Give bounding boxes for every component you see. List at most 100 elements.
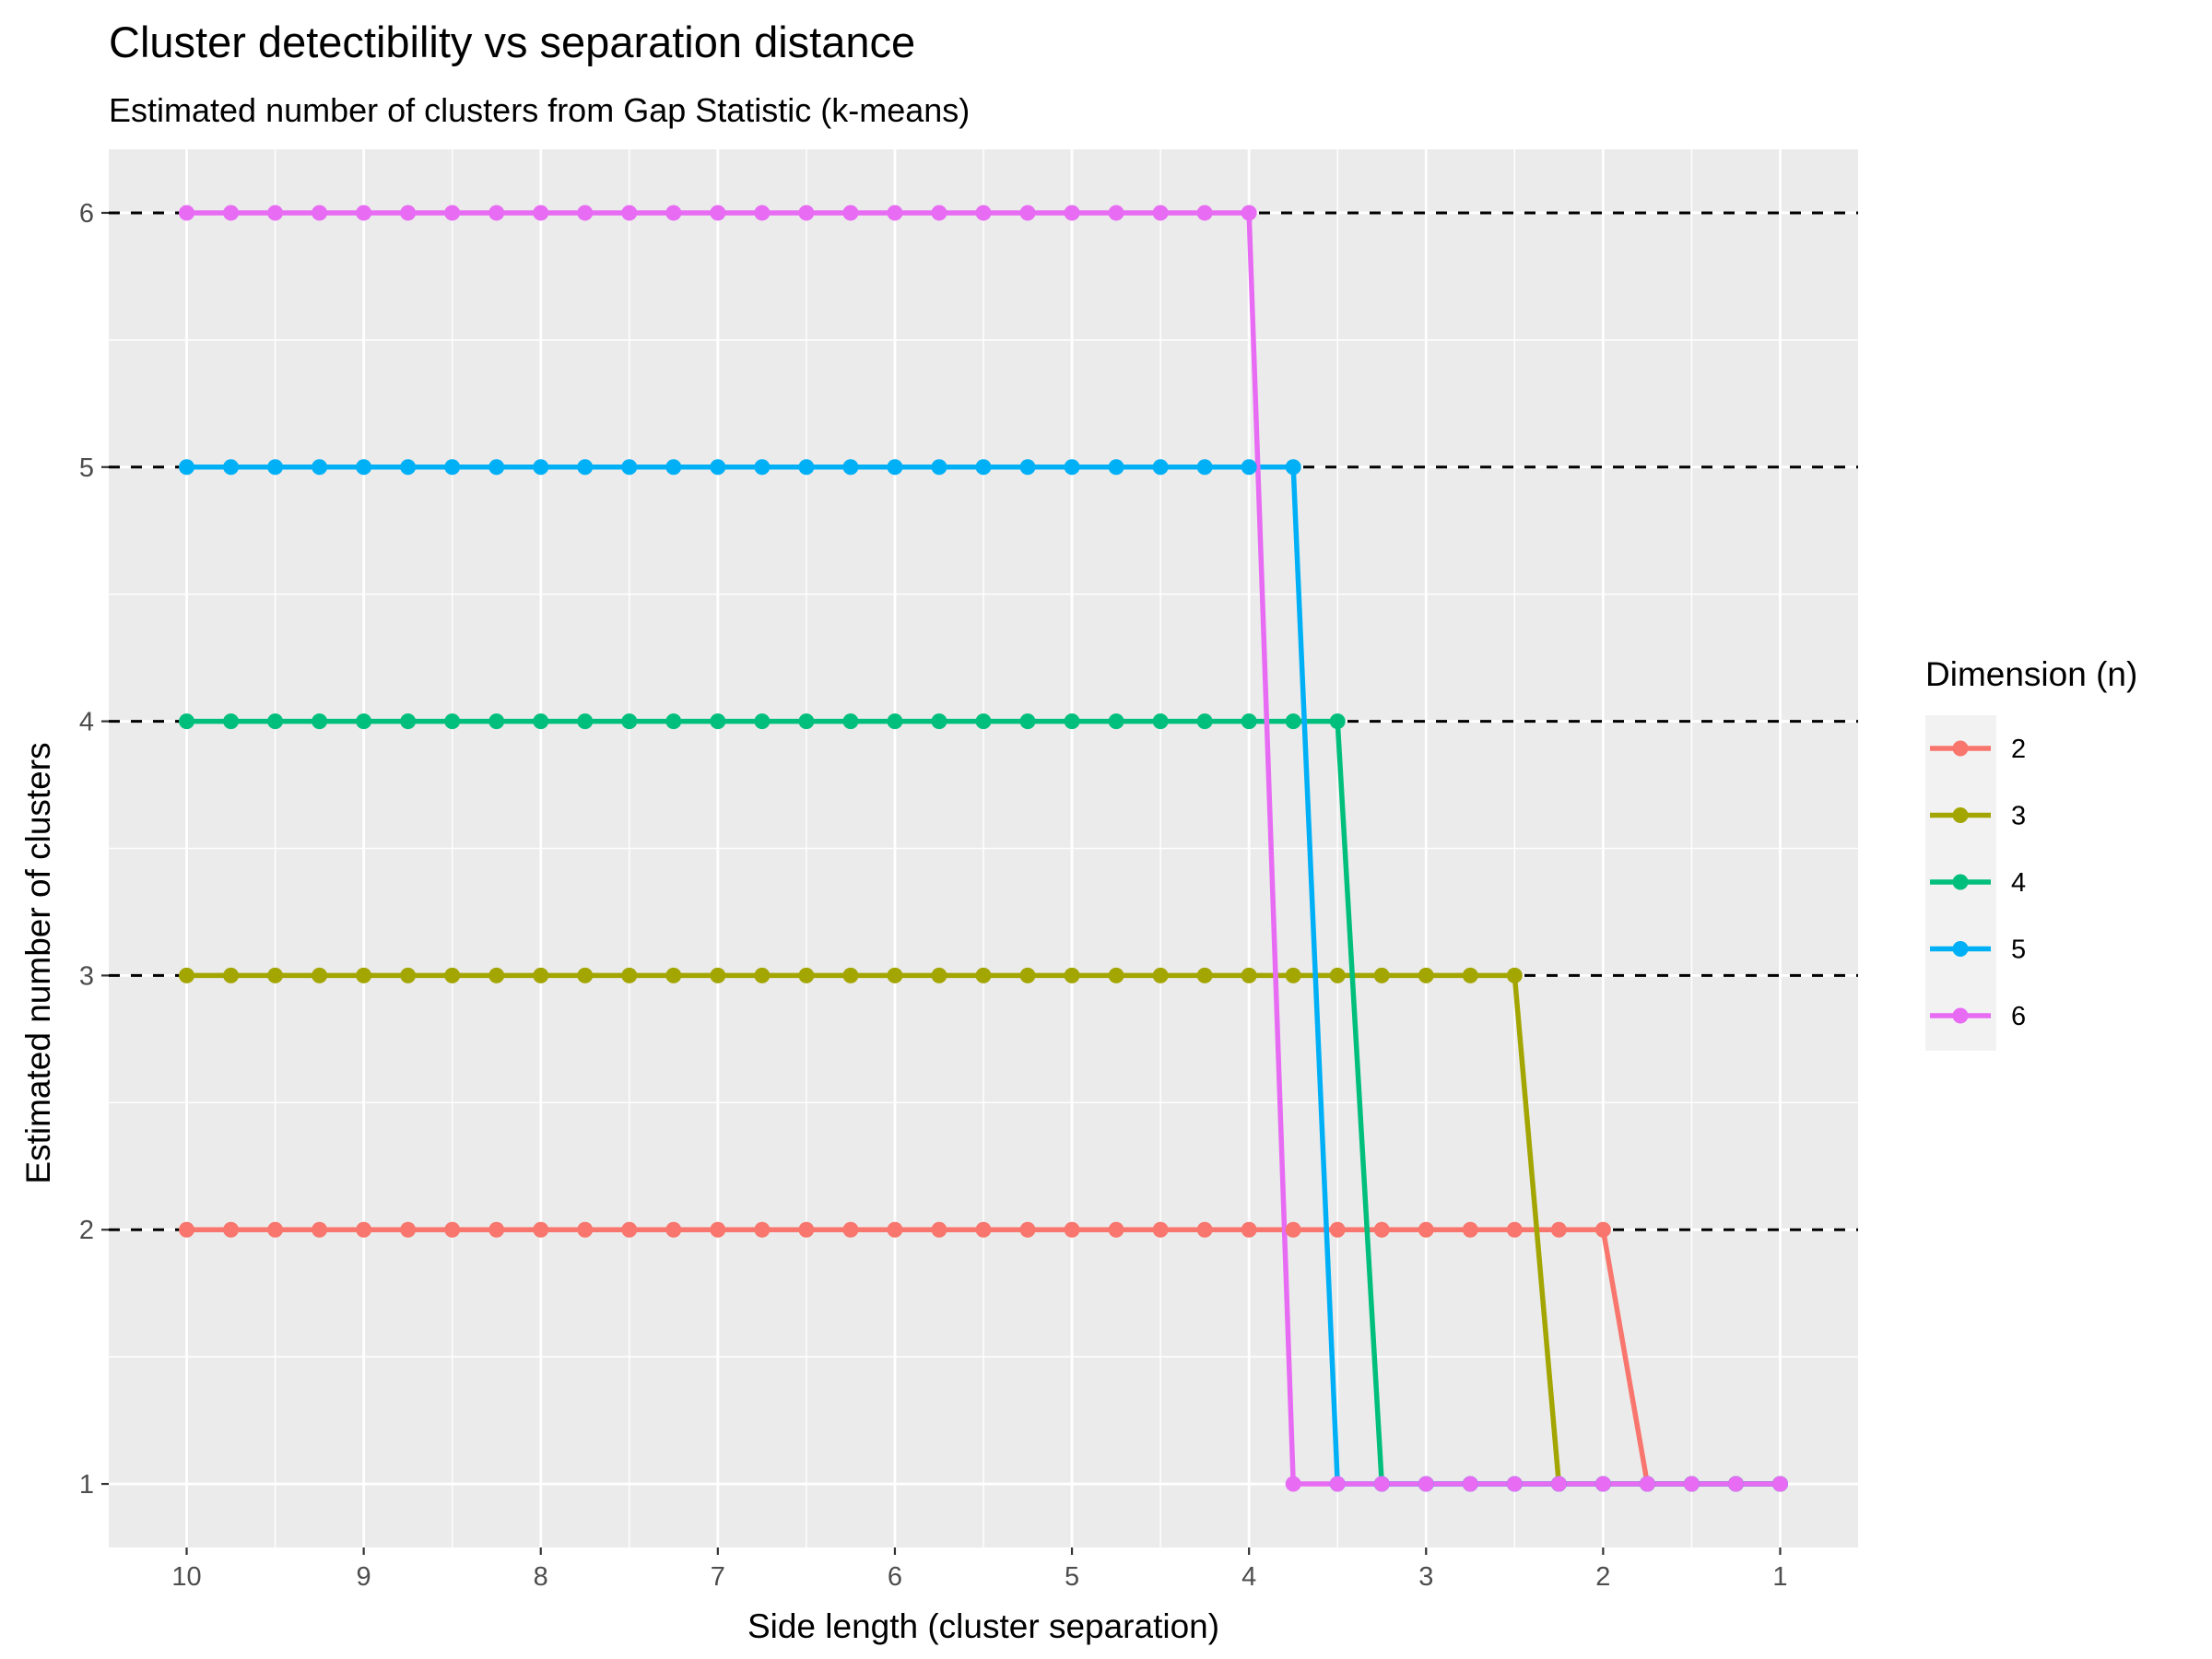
data-point-5 <box>665 459 682 476</box>
data-point-4 <box>223 713 240 730</box>
data-point-6 <box>533 205 549 221</box>
data-point-5 <box>179 459 195 476</box>
x-tick-label: 9 <box>357 1562 371 1592</box>
data-point-5 <box>887 459 903 476</box>
data-point-2 <box>842 1221 859 1238</box>
data-point-4 <box>444 713 461 730</box>
data-point-6 <box>931 205 947 221</box>
data-point-3 <box>223 967 240 983</box>
data-point-6 <box>1462 1476 1478 1492</box>
series-points <box>179 205 1788 1492</box>
data-point-5 <box>533 459 549 476</box>
y-tick-label: 1 <box>79 1470 94 1500</box>
x-tick-label: 3 <box>1418 1562 1433 1592</box>
data-point-2 <box>400 1221 417 1238</box>
data-point-5 <box>267 459 284 476</box>
data-point-2 <box>1285 1221 1301 1238</box>
data-point-3 <box>356 967 372 983</box>
data-point-5 <box>1285 459 1301 476</box>
data-point-6 <box>1241 205 1257 221</box>
legend-key-point-2 <box>1952 740 1969 757</box>
x-tick-label: 7 <box>711 1562 725 1592</box>
y-tick-label: 4 <box>79 708 94 737</box>
data-point-5 <box>577 459 594 476</box>
data-point-2 <box>1108 1221 1124 1238</box>
data-point-3 <box>1285 967 1301 983</box>
data-point-5 <box>975 459 992 476</box>
data-point-2 <box>665 1221 682 1238</box>
data-point-5 <box>488 459 505 476</box>
data-point-3 <box>267 967 284 983</box>
data-point-5 <box>444 459 461 476</box>
data-point-4 <box>887 713 903 730</box>
data-point-6 <box>577 205 594 221</box>
data-point-6 <box>798 205 815 221</box>
data-point-6 <box>1064 205 1080 221</box>
data-point-4 <box>533 713 549 730</box>
data-point-5 <box>710 459 726 476</box>
data-point-4 <box>312 713 328 730</box>
data-point-2 <box>1550 1221 1567 1238</box>
data-point-6 <box>267 205 284 221</box>
data-point-2 <box>488 1221 505 1238</box>
x-tick-label: 2 <box>1595 1562 1610 1592</box>
data-point-4 <box>1241 713 1257 730</box>
data-point-3 <box>1241 967 1257 983</box>
data-point-5 <box>223 459 240 476</box>
data-point-2 <box>887 1221 903 1238</box>
data-point-4 <box>577 713 594 730</box>
data-point-6 <box>665 205 682 221</box>
data-point-4 <box>798 713 815 730</box>
data-point-3 <box>179 967 195 983</box>
data-point-5 <box>400 459 417 476</box>
data-point-4 <box>1064 713 1080 730</box>
data-point-2 <box>1196 1221 1213 1238</box>
data-point-3 <box>665 967 682 983</box>
data-point-6 <box>312 205 328 221</box>
data-point-2 <box>533 1221 549 1238</box>
data-point-6 <box>1639 1476 1655 1492</box>
data-point-3 <box>931 967 947 983</box>
data-point-3 <box>1108 967 1124 983</box>
data-point-5 <box>312 459 328 476</box>
data-point-2 <box>223 1221 240 1238</box>
data-point-4 <box>1152 713 1169 730</box>
data-point-6 <box>842 205 859 221</box>
legend-label-3: 3 <box>2011 802 2026 831</box>
data-point-3 <box>444 967 461 983</box>
data-point-6 <box>1506 1476 1523 1492</box>
data-point-6 <box>1152 205 1169 221</box>
data-point-5 <box>1064 459 1080 476</box>
data-point-4 <box>1108 713 1124 730</box>
data-point-6 <box>710 205 726 221</box>
legend-key-point-3 <box>1952 807 1969 823</box>
data-point-2 <box>267 1221 284 1238</box>
data-point-4 <box>665 713 682 730</box>
data-point-5 <box>1108 459 1124 476</box>
data-point-6 <box>400 205 417 221</box>
x-tick-label: 1 <box>1772 1562 1787 1592</box>
data-point-2 <box>312 1221 328 1238</box>
data-point-4 <box>710 713 726 730</box>
data-point-2 <box>931 1221 947 1238</box>
data-point-4 <box>1196 713 1213 730</box>
x-tick-label: 5 <box>1065 1562 1079 1592</box>
data-point-5 <box>1019 459 1036 476</box>
y-axis: 1 2 3 4 5 6 <box>79 199 109 1500</box>
data-point-2 <box>975 1221 992 1238</box>
x-tick-label: 6 <box>888 1562 902 1592</box>
data-point-4 <box>1019 713 1036 730</box>
data-point-4 <box>975 713 992 730</box>
data-point-6 <box>621 205 638 221</box>
data-point-4 <box>179 713 195 730</box>
legend: Dimension (n) 2 3 4 5 6 <box>1925 655 2137 1051</box>
data-point-4 <box>400 713 417 730</box>
data-point-2 <box>1594 1221 1611 1238</box>
data-point-6 <box>1329 1476 1346 1492</box>
data-point-2 <box>444 1221 461 1238</box>
data-point-4 <box>621 713 638 730</box>
data-point-5 <box>356 459 372 476</box>
data-point-3 <box>798 967 815 983</box>
data-point-6 <box>179 205 195 221</box>
